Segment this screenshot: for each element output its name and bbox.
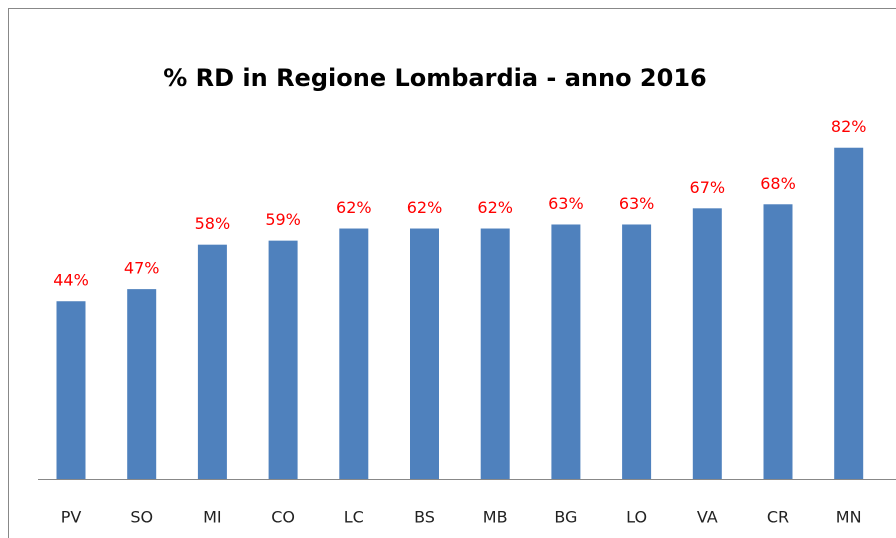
value-label: 82% (831, 117, 867, 136)
value-label: 44% (53, 271, 89, 290)
x-tick-label: MB (483, 508, 508, 527)
bar (763, 204, 793, 479)
bar (339, 228, 369, 479)
value-label: 62% (336, 198, 372, 217)
x-tick-label: MN (836, 508, 862, 527)
value-label: 47% (124, 259, 160, 278)
bar (551, 224, 581, 479)
bar (268, 240, 298, 479)
bar (56, 301, 86, 479)
x-tick-label: BG (554, 508, 577, 527)
value-label: 62% (407, 198, 443, 217)
x-tick-label: CR (767, 508, 789, 527)
bar (197, 244, 227, 479)
chart-border (8, 8, 896, 538)
x-tick-label: PV (61, 508, 82, 527)
x-tick-label: LO (626, 508, 647, 527)
x-tick-label: BS (414, 508, 435, 527)
value-label: 68% (760, 174, 796, 193)
x-tick-label: VA (697, 508, 718, 527)
bar (410, 228, 439, 479)
value-label: 67% (690, 178, 726, 197)
x-tick-label: CO (271, 508, 295, 527)
bar (834, 147, 864, 479)
bar (480, 228, 510, 479)
value-label: 58% (195, 214, 231, 233)
chart-title: % RD in Regione Lombardia - anno 2016 (163, 64, 706, 92)
bar (622, 224, 652, 479)
bar (127, 289, 157, 479)
x-tick-label: MI (203, 508, 222, 527)
x-tick-label: LC (344, 508, 364, 527)
value-label: 63% (548, 194, 584, 213)
value-label: 62% (477, 198, 513, 217)
bar (692, 208, 722, 479)
x-tick-label: SO (130, 508, 153, 527)
value-label: 63% (619, 194, 655, 213)
value-label: 59% (265, 210, 301, 229)
